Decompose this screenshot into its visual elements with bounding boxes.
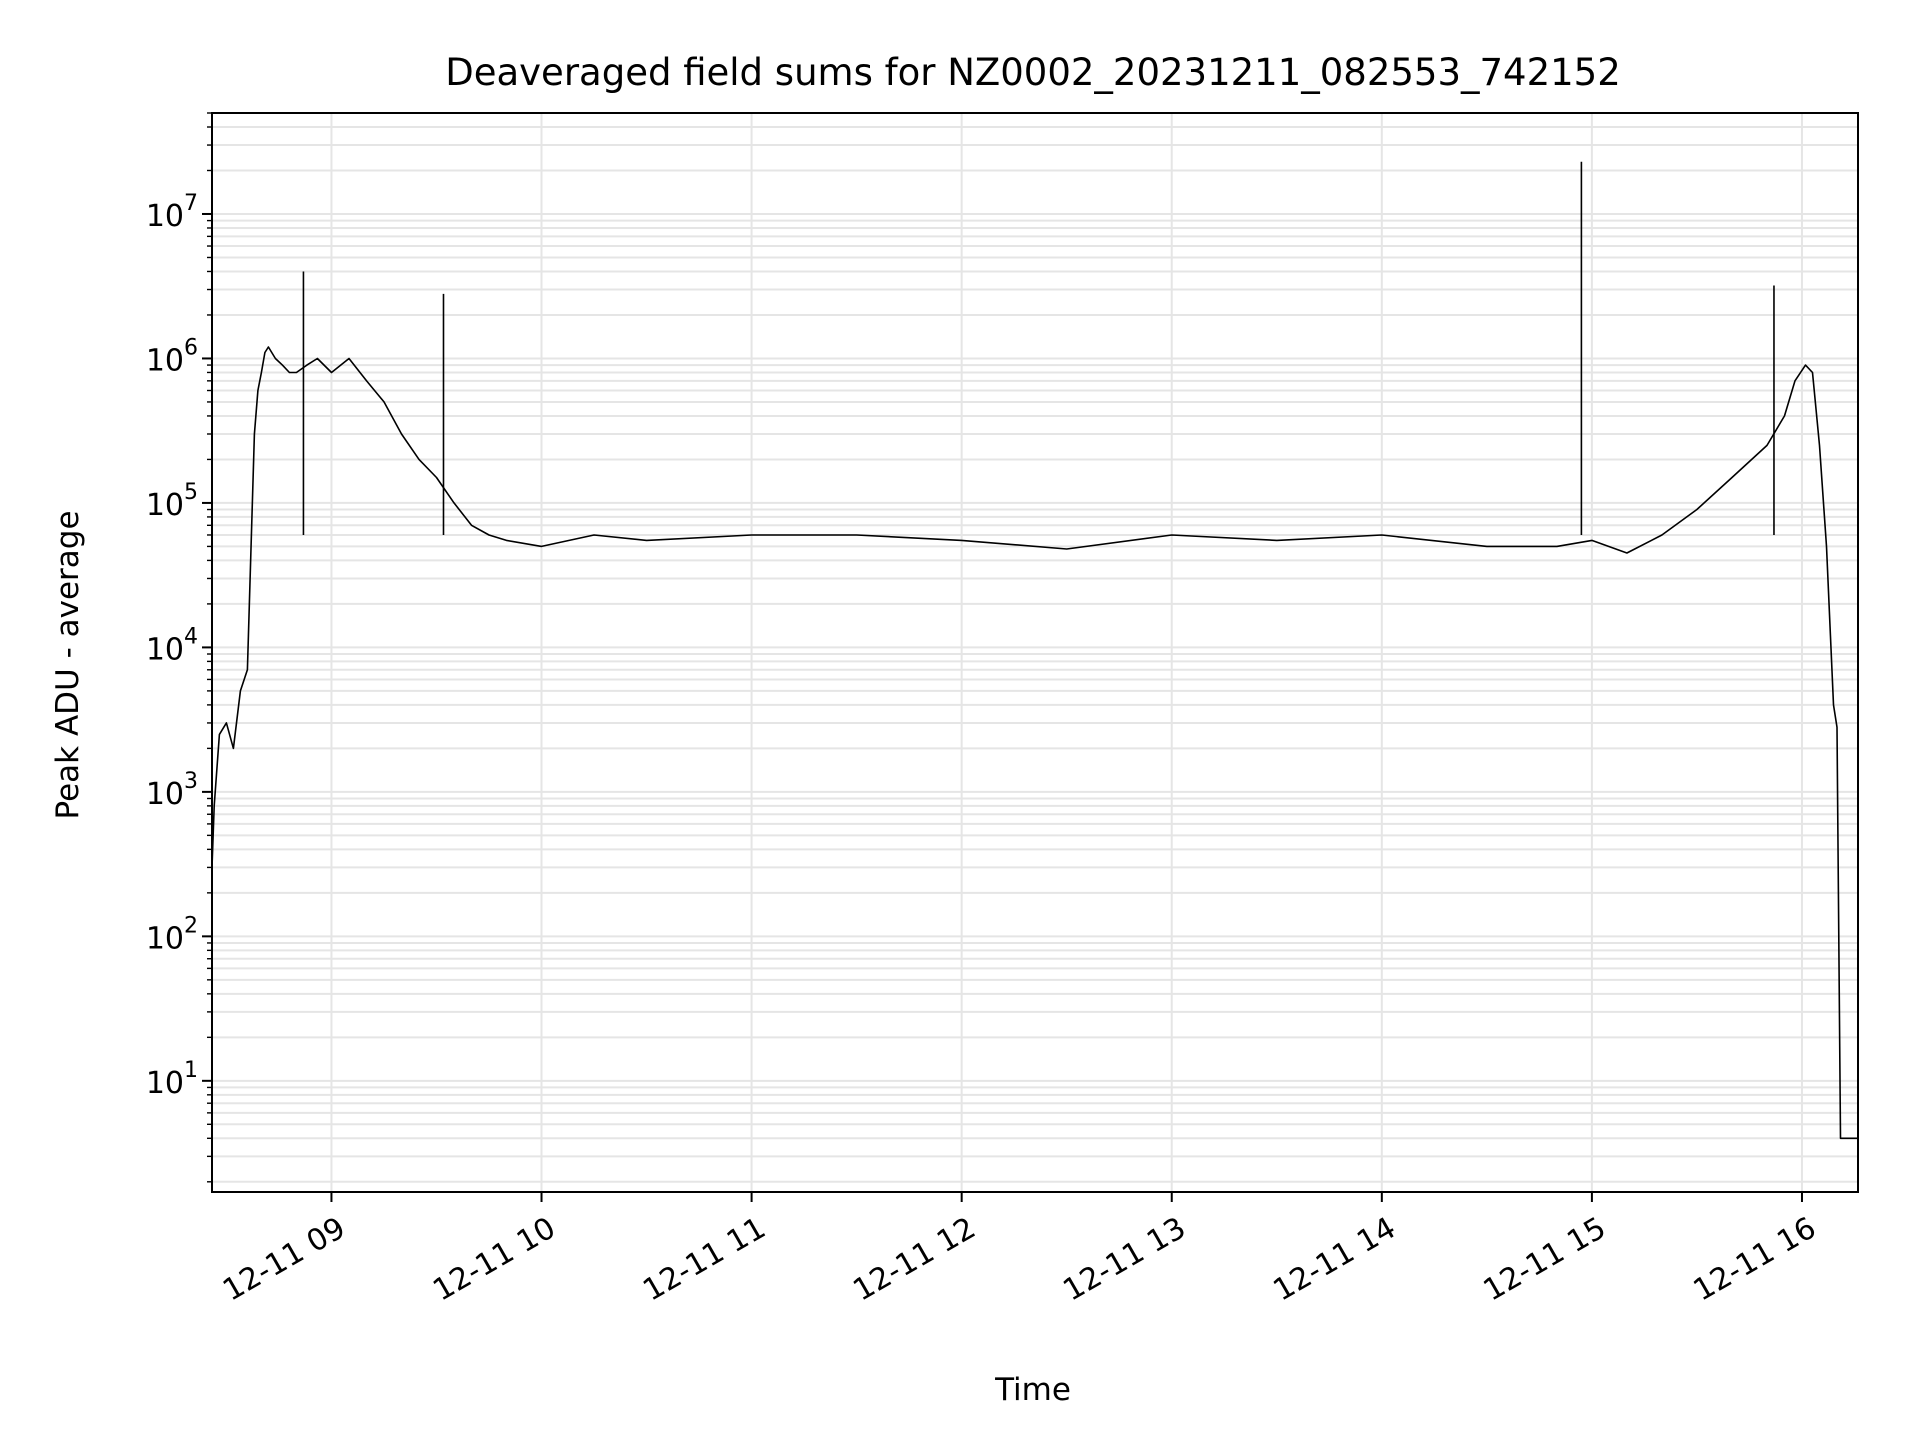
y-tick-label: 105 — [146, 480, 198, 523]
y-tick-label: 103 — [146, 769, 198, 812]
y-tick-base: 10 — [146, 199, 184, 234]
plot-frame — [211, 112, 1859, 1193]
x-tick-label: 12-11 10 — [427, 1211, 561, 1309]
y-tick-label: 102 — [146, 913, 198, 956]
y-tick-label: 107 — [146, 191, 198, 234]
y-tick-base: 10 — [146, 343, 184, 378]
data-layer — [211, 161, 1858, 1140]
x-axis-label: Time — [994, 1372, 1071, 1408]
x-tick-label: 12-11 16 — [1688, 1211, 1822, 1309]
y-tick-base: 10 — [146, 1066, 184, 1101]
x-tick-label: 12-11 14 — [1268, 1211, 1402, 1309]
y-tick-label: 101 — [146, 1058, 198, 1101]
x-tick-label: 12-11 11 — [637, 1211, 771, 1309]
grid — [212, 112, 1858, 1192]
series-line — [211, 346, 1858, 1140]
y-tick-label: 106 — [146, 335, 198, 378]
x-tick-label: 12-11 13 — [1057, 1211, 1191, 1309]
y-tick-exponent: 2 — [184, 913, 198, 938]
ticks — [202, 112, 1803, 1202]
y-tick-base: 10 — [146, 632, 184, 667]
y-tick-base: 10 — [146, 921, 184, 956]
y-tick-exponent: 1 — [184, 1058, 198, 1083]
x-tick-label: 12-11 09 — [217, 1211, 351, 1309]
y-tick-exponent: 6 — [184, 335, 198, 360]
y-tick-exponent: 3 — [184, 769, 198, 794]
y-tick-base: 10 — [146, 777, 184, 812]
y-tick-exponent: 7 — [184, 191, 198, 216]
x-tick-label: 12-11 15 — [1478, 1211, 1612, 1309]
y-tick-base: 10 — [146, 488, 184, 523]
chart-title: Deaveraged field sums for NZ0002_2023121… — [445, 51, 1621, 94]
y-tick-exponent: 4 — [184, 624, 198, 649]
y-tick-label: 104 — [146, 624, 198, 667]
y-tick-exponent: 5 — [184, 480, 198, 505]
x-tick-label: 12-11 12 — [847, 1211, 981, 1309]
y-axis-label: Peak ADU - average — [50, 510, 86, 819]
